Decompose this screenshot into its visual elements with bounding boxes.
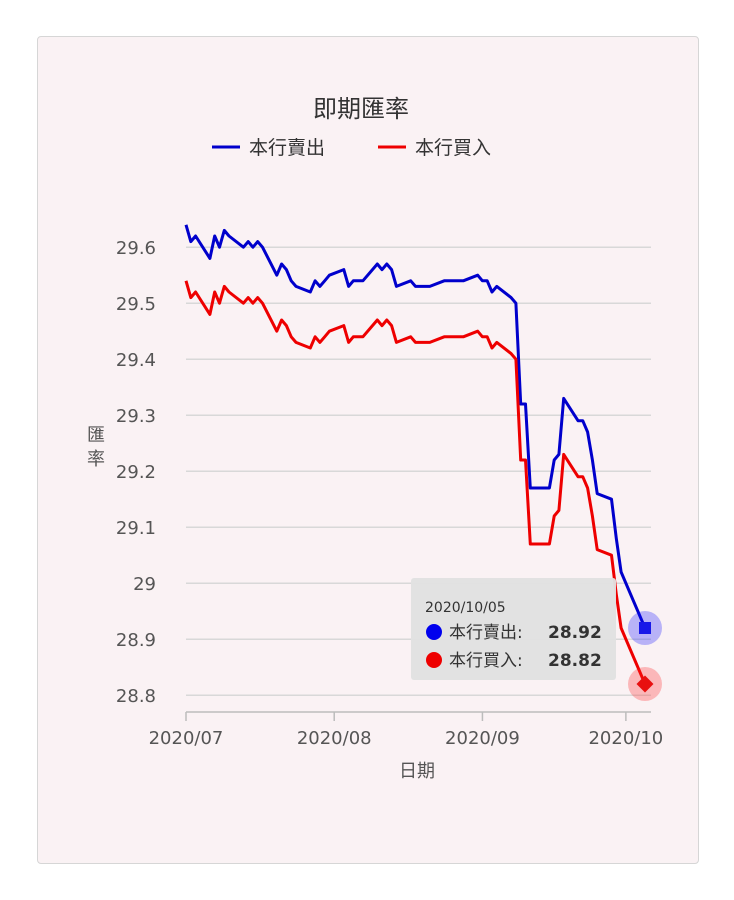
- y-tick-label: 29.1: [116, 518, 156, 539]
- series-line-sell: [184, 224, 647, 629]
- tooltip-box: [411, 578, 616, 680]
- x-tick-label: 2020/08: [297, 728, 372, 749]
- hover-markers: [628, 611, 662, 701]
- series-line-buy: [184, 280, 647, 685]
- y-axis-label-char-2: 率: [87, 449, 105, 470]
- chart-title: 即期匯率: [313, 95, 409, 123]
- tooltip: 2020/10/05 本行賣出: 28.92 本行買入: 28.82: [411, 578, 616, 680]
- legend-label-sell: 本行賣出: [249, 137, 325, 159]
- tooltip-value-buy: 28.82: [548, 651, 602, 671]
- legend-item-sell[interactable]: 本行賣出: [212, 137, 325, 159]
- x-axis-label: 日期: [399, 761, 435, 782]
- tooltip-marker-sell: [426, 624, 442, 640]
- y-axis-title: 匯 率: [87, 425, 105, 470]
- y-tick-label: 29.2: [116, 462, 156, 483]
- y-tick-label: 29: [133, 574, 156, 595]
- y-tick-label: 29.5: [116, 294, 156, 315]
- y-tick-label: 28.8: [116, 686, 156, 707]
- y-tick-label: 29.3: [116, 406, 156, 427]
- legend-label-buy: 本行買入: [415, 137, 491, 159]
- tooltip-marker-buy: [426, 652, 442, 668]
- tooltip-date: 2020/10/05: [425, 600, 506, 616]
- x-tick-label: 2020/07: [149, 728, 224, 749]
- tooltip-value-sell: 28.92: [548, 623, 602, 643]
- y-tick-label: 29.6: [116, 238, 156, 259]
- legend-item-buy[interactable]: 本行買入: [378, 137, 491, 159]
- chart-card: [37, 36, 699, 864]
- x-tick-label: 2020/09: [445, 728, 520, 749]
- hover-marker-sell: [639, 622, 651, 634]
- tooltip-label-buy: 本行買入:: [449, 651, 523, 671]
- y-axis-ticks: 29.6 29.5 29.4 29.3 29.2 29.1 29 28.9 28.8: [116, 238, 156, 707]
- series-lines: [184, 224, 647, 685]
- hover-marker-buy: [636, 675, 654, 693]
- legend: 本行賣出 本行買入: [212, 137, 491, 159]
- y-axis-label-char-1: 匯: [87, 425, 105, 446]
- x-axis: 2020/07 2020/08 2020/09 2020/10: [149, 711, 663, 749]
- tooltip-label-sell: 本行賣出:: [449, 623, 523, 643]
- y-tick-label: 28.9: [116, 630, 156, 651]
- x-tick-label: 2020/10: [588, 728, 663, 749]
- y-tick-label: 29.4: [116, 350, 156, 371]
